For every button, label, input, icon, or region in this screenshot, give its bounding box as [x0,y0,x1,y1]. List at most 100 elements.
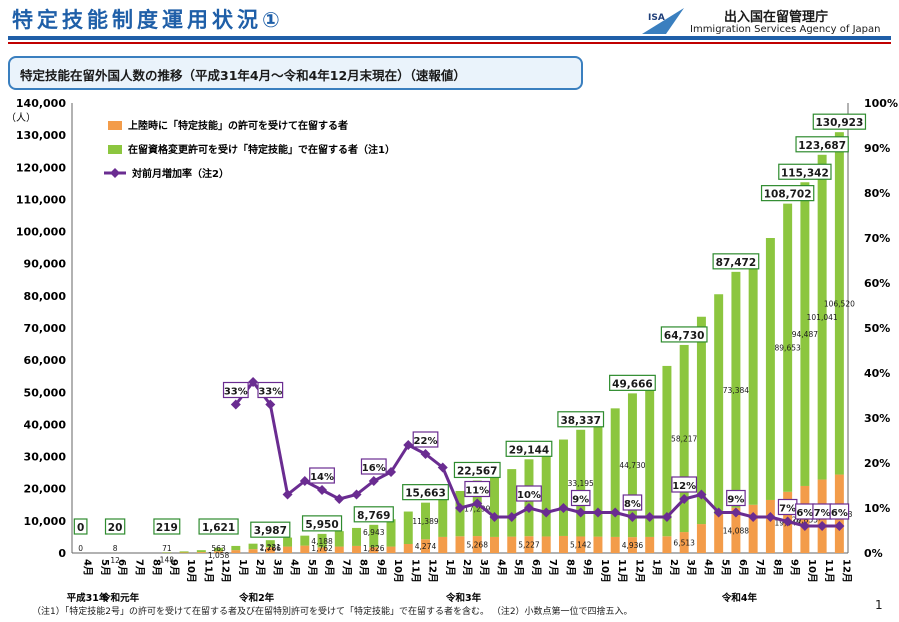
legend-label-status-change: 在留資格変更許可を受け「特定技能」で在留する者（注1） [128,143,395,156]
x-tick-label: 7月 [547,559,559,576]
y-tick-label: 60,000 [24,354,67,367]
x-tick-group: 6月 [116,559,128,576]
y-tick-label: 130,000 [16,129,66,142]
rate-label: 22% [414,436,438,447]
legend-marker-rate [110,168,120,178]
total-label-box [505,440,553,457]
landing-label: 563 [211,544,226,553]
rate-label: 14% [310,472,334,483]
x-tick-label: 11月 [616,559,628,583]
bar-segment-landing [610,536,620,553]
total-label: 87,472 [716,257,757,269]
legend-label-rate: 対前月増加率（注2） [131,167,229,180]
era-label: 平成31年 [67,592,109,604]
landing-label: 71 [162,544,172,553]
rate-label: 33% [258,387,282,398]
growth-rate-point [834,521,845,531]
status-change-label: 33,195 [568,479,594,488]
x-tick-group: 2月 [668,559,680,576]
rate-label: 12% [672,481,696,492]
bar-segment-status-change [593,419,603,537]
x-tick-label: 8月 [564,559,576,576]
growth-rate-point [610,507,621,518]
bar-segment-landing [507,536,517,553]
bar-segment-landing [714,514,724,553]
x-tick-label: 6月 [116,559,128,576]
x-tick-label: 2月 [461,559,473,576]
bar-segment-landing [403,544,413,553]
x-tick-label: 6月 [737,559,749,576]
x-tick-label: 12月 [633,559,645,583]
bar-segment-landing [438,536,448,553]
x-tick-label: 7月 [754,559,766,576]
growth-rate-point [334,494,345,504]
growth-rate-point [437,462,448,473]
landing-label: 1,826 [363,544,385,553]
landing-label: 1,762 [311,544,333,553]
bar-segment-landing [748,504,758,553]
bar-segment-landing [300,545,310,553]
x-tick-label: 2月 [668,559,680,576]
growth-rate-point [489,512,500,522]
bar-segment-landing [696,524,706,553]
total-label: 5,950 [305,519,338,531]
x-tick-label: 10月 [185,559,197,583]
total-label: 64,730 [664,330,705,342]
y-tick-label: 10,000 [24,515,67,528]
bar-segment-landing [472,536,482,553]
x-tick-label: 8月 [151,559,163,576]
growth-rate-point [455,503,465,513]
growth-rate-point [817,521,828,531]
page-number: 1 [875,598,883,612]
bar-segment-landing [334,546,344,553]
x-tick-label: 10月 [806,559,818,583]
bar-segment-landing [541,536,551,553]
bar-segment-landing [593,536,603,553]
x-tick-group: 4月 [495,559,507,576]
x-tick-label: 4月 [702,559,714,576]
bar-segment-landing [731,507,741,553]
chart-subtitle: 特定技能在留外国人数の推移（平成31年4月～令和4年12月末現在）（速報値） [8,56,583,90]
total-label-box [453,461,501,479]
total-label: 0 [77,522,84,534]
growth-rate-point [420,449,431,459]
bar-segment-status-change [179,551,189,553]
era-label: 令和元年 [100,592,140,604]
rate-label-box [829,503,850,520]
total-label: 219 [156,522,178,534]
bar-segment-status-change [455,490,465,537]
x-tick-group: 12月 [633,559,645,583]
growth-rate-point [386,467,397,477]
x-tick-group: 8月 [771,559,783,576]
status-change-label: 89,653 [775,344,801,353]
bar-segment-landing [196,552,206,553]
x-tick-group: 11月 [823,559,835,583]
x-tick-label: 1月 [237,559,249,576]
total-label: 22,567 [457,465,498,477]
x-tick-group: 12月 [840,559,852,583]
bar-segment-landing [386,546,396,553]
y-tick-label: 120,000 [16,161,66,174]
bar-segment-status-change [369,524,379,548]
bar-segment-status-change [696,316,706,525]
x-tick-group: 3月 [685,559,697,576]
growth-rate-point [748,512,759,522]
landing-label: 1,766 [260,544,282,553]
stacked-bar-chart: 0 10,000 20,000 30,000 40,000 50,000 60,000 70,… [6,97,898,604]
x-tick-group: 1月 [651,559,663,576]
x-tick-group: 4月 [702,559,714,576]
y-tick-label: 0 [58,547,66,560]
total-label-box [402,484,449,501]
x-tick-label: 3月 [478,559,490,576]
total-label-box [712,253,760,270]
total-label-box [353,506,394,523]
x-tick-label: 3月 [271,559,283,576]
rate-label-box [257,381,284,399]
rate-label-box [360,458,387,475]
total-label: 130,923 [815,117,863,129]
x-tick-label: 7月 [133,559,145,576]
chart-value-labels: 0 20 219 1,621 3,987 5,950 8,769 15,663 22,567 29… [73,113,867,565]
x-tick-group: 7月 [754,559,766,576]
growth-rate-point [730,507,741,518]
rate-label-box [570,489,591,507]
